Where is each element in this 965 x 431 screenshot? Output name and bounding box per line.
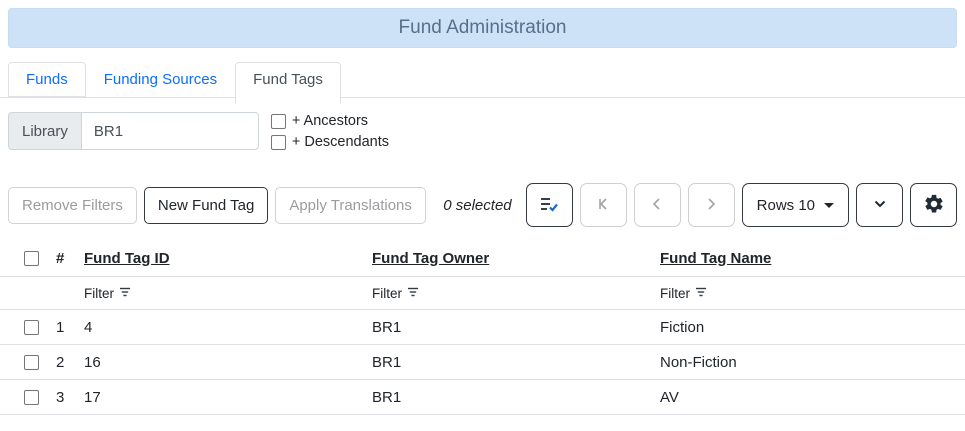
row-number: 3 — [56, 388, 65, 406]
grid-pager-controls: 0 selected — [443, 183, 957, 227]
page-title-banner: Fund Administration — [8, 8, 957, 48]
row-number: 2 — [56, 353, 65, 371]
cell-fund-tag-id: 16 — [84, 353, 101, 371]
descendants-option[interactable]: + Descendants — [270, 134, 389, 150]
filter-label: Filter — [660, 285, 690, 301]
ancestors-checkbox[interactable] — [270, 113, 286, 129]
ancestors-label: + Ancestors — [291, 113, 369, 129]
filter-fund-tag-id[interactable]: Filter — [84, 286, 131, 301]
column-header-fund-tag-id[interactable]: Fund Tag ID — [84, 249, 170, 267]
tab-bar: Funds Funding Sources Fund Tags — [0, 62, 965, 104]
cell-fund-tag-name: AV — [660, 388, 679, 406]
apply-translations-button[interactable]: Apply Translations — [275, 186, 426, 224]
table-row: 3 17 BR1 AV — [0, 380, 965, 415]
chevron-down-icon — [870, 194, 890, 217]
chevron-left-icon — [648, 195, 666, 216]
rows-per-page-dropdown[interactable]: Rows 10 — [741, 183, 849, 227]
tab-fund-tags[interactable]: Fund Tags — [235, 62, 341, 104]
remove-filters-button[interactable]: Remove Filters — [8, 186, 137, 224]
filter-label: Filter — [84, 285, 114, 301]
grid-toolbar: Remove Filters New Fund Tag Apply Transl… — [8, 183, 957, 227]
select-rows-button[interactable] — [525, 183, 573, 227]
cell-fund-tag-owner: BR1 — [372, 318, 402, 336]
row-number-header: # — [56, 249, 65, 267]
cell-fund-tag-id: 17 — [84, 388, 101, 406]
library-input[interactable] — [80, 112, 259, 150]
filter-fund-tag-name[interactable]: Filter — [660, 286, 707, 301]
action-buttons: Remove Filters New Fund Tag Apply Transl… — [8, 186, 426, 224]
filter-icon — [407, 286, 419, 301]
select-row-checkbox[interactable] — [24, 389, 39, 405]
list-check-icon — [538, 194, 560, 217]
selected-count: 0 selected — [443, 196, 512, 214]
library-filter-row: Library + Ancestors + Descendants — [8, 112, 957, 150]
caret-down-icon — [824, 202, 834, 208]
org-scope-options: + Ancestors + Descendants — [270, 112, 389, 150]
table-row: 1 4 BR1 Fiction — [0, 310, 965, 345]
table-row: 2 16 BR1 Non-Fiction — [0, 345, 965, 380]
filter-icon — [119, 286, 131, 301]
library-label: Library — [8, 112, 81, 150]
rows-per-page-label: Rows 10 — [756, 196, 815, 214]
cell-fund-tag-name: Non-Fiction — [660, 353, 737, 371]
cell-fund-tag-owner: BR1 — [372, 353, 402, 371]
first-page-button[interactable] — [579, 183, 627, 227]
grid-settings-button[interactable] — [910, 183, 957, 227]
select-all-checkbox[interactable] — [24, 250, 39, 266]
next-page-button[interactable] — [687, 183, 735, 227]
prev-page-button[interactable] — [633, 183, 681, 227]
filter-icon — [695, 286, 707, 301]
filter-fund-tag-owner[interactable]: Filter — [372, 286, 419, 301]
fund-tags-grid: # Fund Tag ID Fund Tag Owner Fund Tag Na… — [0, 240, 965, 415]
grid-filter-row: Filter Filter Filter — [0, 277, 965, 310]
column-header-fund-tag-name[interactable]: Fund Tag Name — [660, 249, 772, 267]
select-row-checkbox[interactable] — [24, 319, 39, 335]
page-title: Fund Administration — [398, 17, 567, 38]
grid-header-row: # Fund Tag ID Fund Tag Owner Fund Tag Na… — [0, 240, 965, 277]
tab-funds[interactable]: Funds — [8, 62, 86, 97]
filter-label: Filter — [372, 285, 402, 301]
row-number: 1 — [56, 318, 65, 336]
library-input-group: Library — [8, 112, 259, 150]
tab-funding-sources[interactable]: Funding Sources — [103, 71, 218, 88]
descendants-label: + Descendants — [291, 134, 389, 150]
select-row-checkbox[interactable] — [24, 354, 39, 370]
cell-fund-tag-id: 4 — [84, 318, 93, 336]
first-page-icon — [594, 195, 612, 216]
column-header-fund-tag-owner[interactable]: Fund Tag Owner — [372, 249, 490, 267]
chevron-right-icon — [702, 195, 720, 216]
cell-fund-tag-name: Fiction — [660, 318, 705, 336]
gear-icon — [923, 193, 945, 218]
cell-fund-tag-owner: BR1 — [372, 388, 402, 406]
descendants-checkbox[interactable] — [270, 134, 286, 150]
new-fund-tag-button[interactable]: New Fund Tag — [143, 186, 269, 224]
ancestors-option[interactable]: + Ancestors — [270, 113, 389, 129]
more-actions-button[interactable] — [856, 183, 903, 227]
